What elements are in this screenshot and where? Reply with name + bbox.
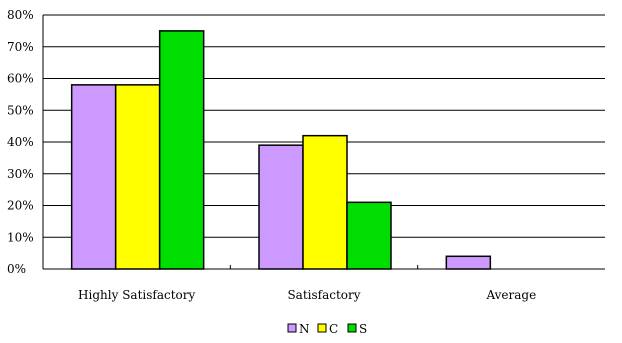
legend-swatch-n: [287, 323, 297, 333]
x-axis-category-labels: Highly Satisfactory Satisfactory Average: [78, 288, 536, 302]
legend-swatch-c: [317, 323, 327, 333]
y-tick-label: 20%: [7, 199, 34, 213]
axes: [42, 15, 605, 270]
x-category-label: Satisfactory: [287, 288, 360, 302]
y-tick-label: 10%: [7, 230, 34, 244]
x-category-label: Highly Satisfactory: [78, 288, 195, 302]
legend-label-s: S: [359, 322, 367, 336]
bar-c: [114, 84, 161, 270]
legend-label-c: C: [329, 322, 338, 336]
y-tick-label: 50%: [7, 103, 34, 117]
bars: [70, 30, 492, 270]
bar-s: [346, 201, 392, 270]
y-tick-label: 60%: [7, 72, 34, 86]
x-category-label: Average: [485, 288, 536, 302]
bar-n: [70, 84, 117, 270]
legend-swatch-s: [347, 323, 357, 333]
bar-c: [302, 134, 348, 270]
bar-n: [258, 144, 304, 270]
y-axis-tick-labels: 0% 10% 20% 30% 40% 50% 60% 70% 80%: [7, 8, 34, 276]
bar-s: [158, 30, 205, 270]
bar-n: [445, 255, 492, 270]
y-tick-label: 80%: [7, 8, 34, 22]
legend-label-n: N: [299, 322, 310, 336]
y-tick-label: 0%: [7, 262, 26, 276]
y-tick-label: 70%: [7, 40, 34, 54]
y-tick-label: 30%: [7, 167, 34, 181]
y-tick-label: 40%: [7, 135, 34, 149]
